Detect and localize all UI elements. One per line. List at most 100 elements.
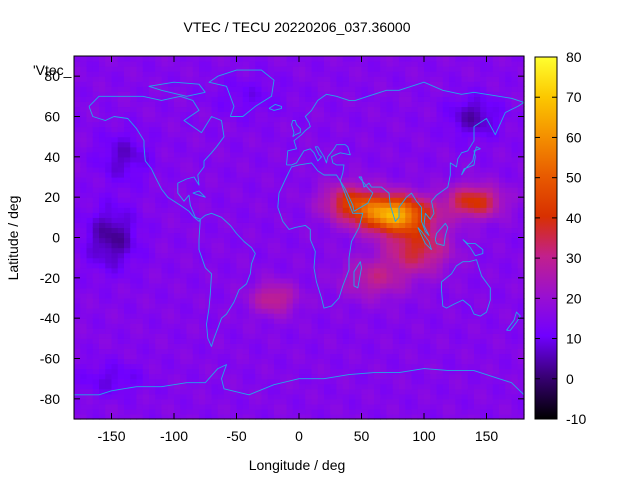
heatmap-cell	[111, 378, 119, 385]
heatmap-cell	[124, 252, 131, 259]
heatmap-cell	[136, 282, 144, 289]
heatmap-cell	[124, 76, 131, 82]
heatmap-cell	[149, 252, 156, 259]
heatmap-cell	[430, 282, 438, 289]
heatmap-cell	[486, 76, 494, 82]
heatmap-cell	[174, 227, 181, 234]
heatmap-cell	[149, 116, 156, 123]
heatmap-cell	[330, 111, 338, 118]
heatmap-cell	[280, 66, 288, 72]
heatmap-cell	[486, 378, 494, 385]
heatmap-cell	[217, 187, 225, 193]
heatmap-cell	[142, 207, 150, 213]
heatmap-cell	[205, 136, 213, 143]
heatmap-cell	[411, 222, 419, 229]
heatmap-cell	[217, 197, 225, 203]
heatmap-cell	[386, 71, 394, 77]
heatmap-cell	[355, 61, 363, 67]
heatmap-cell	[286, 257, 294, 264]
heatmap-cell	[117, 151, 125, 158]
heatmap-cell	[92, 353, 100, 360]
heatmap-cell	[199, 388, 206, 395]
heatmap-cell	[130, 171, 138, 178]
heatmap-cell	[99, 166, 106, 173]
heatmap-cell	[286, 146, 294, 153]
heatmap-cell	[380, 247, 388, 254]
heatmap-cell	[311, 232, 319, 239]
heatmap-cell	[280, 227, 288, 234]
heatmap-cell	[124, 267, 131, 274]
heatmap-cell	[211, 272, 219, 279]
heatmap-cell	[374, 136, 381, 143]
heatmap-cell	[261, 267, 269, 274]
heatmap-cell	[267, 313, 275, 319]
heatmap-cell	[311, 343, 319, 350]
heatmap-cell	[417, 262, 425, 269]
heatmap-cell	[155, 252, 163, 259]
heatmap-cell	[192, 292, 200, 299]
heatmap-cell	[186, 237, 194, 244]
heatmap-cell	[92, 358, 100, 365]
heatmap-cell	[161, 151, 169, 158]
heatmap-cell	[399, 403, 406, 410]
heatmap-cell	[411, 232, 419, 239]
heatmap-cell	[430, 303, 438, 309]
heatmap-cell	[99, 353, 106, 360]
heatmap-cell	[430, 333, 438, 339]
heatmap-cell	[480, 126, 488, 133]
heatmap-cell	[155, 358, 163, 365]
heatmap-cell	[442, 333, 450, 339]
heatmap-cell	[142, 282, 150, 289]
heatmap-cell	[124, 56, 131, 62]
heatmap-cell	[124, 182, 131, 188]
heatmap-cell	[111, 267, 119, 274]
heatmap-cell	[474, 232, 481, 239]
heatmap-cell	[155, 353, 163, 360]
heatmap-cell	[361, 247, 369, 254]
heatmap-cell	[274, 156, 281, 163]
heatmap-cell	[149, 156, 156, 163]
heatmap-cell	[436, 252, 444, 259]
heatmap-cell	[349, 146, 356, 153]
heatmap-cell	[311, 116, 319, 123]
heatmap-cell	[467, 81, 475, 87]
heatmap-cell	[242, 146, 250, 153]
heatmap-cell	[242, 333, 250, 339]
heatmap-cell	[267, 363, 275, 370]
heatmap-cell	[336, 277, 344, 284]
heatmap-cell	[149, 121, 156, 128]
heatmap-cell	[330, 313, 338, 319]
heatmap-cell	[311, 282, 319, 289]
heatmap-cell	[380, 81, 388, 87]
heatmap-cell	[474, 272, 481, 279]
heatmap-cell	[436, 237, 444, 244]
heatmap-cell	[280, 61, 288, 67]
heatmap-cell	[492, 323, 500, 329]
heatmap-cell	[111, 217, 119, 223]
heatmap-cell	[355, 161, 363, 168]
heatmap-cell	[167, 388, 175, 395]
heatmap-cell	[205, 353, 213, 360]
heatmap-cell	[349, 61, 356, 67]
heatmap-cell	[92, 308, 100, 314]
heatmap-cell	[449, 318, 456, 324]
heatmap-cell	[180, 313, 188, 319]
heatmap-cell	[186, 76, 194, 82]
heatmap-cell	[224, 378, 231, 385]
heatmap-cell	[142, 86, 150, 92]
heatmap-cell	[305, 318, 313, 324]
heatmap-cell	[217, 61, 225, 67]
heatmap-cell	[267, 262, 275, 269]
heatmap-cell	[217, 227, 225, 234]
heatmap-cell	[480, 177, 488, 183]
heatmap-cell	[499, 141, 506, 148]
heatmap-cell	[249, 313, 256, 319]
heatmap-cell	[117, 146, 125, 153]
heatmap-cell	[499, 96, 506, 102]
heatmap-cell	[330, 192, 338, 198]
heatmap-cell	[361, 308, 369, 314]
heatmap-cell	[380, 56, 388, 62]
heatmap-cell	[355, 222, 363, 229]
heatmap-cell	[74, 308, 81, 314]
heatmap-cell	[342, 298, 350, 304]
